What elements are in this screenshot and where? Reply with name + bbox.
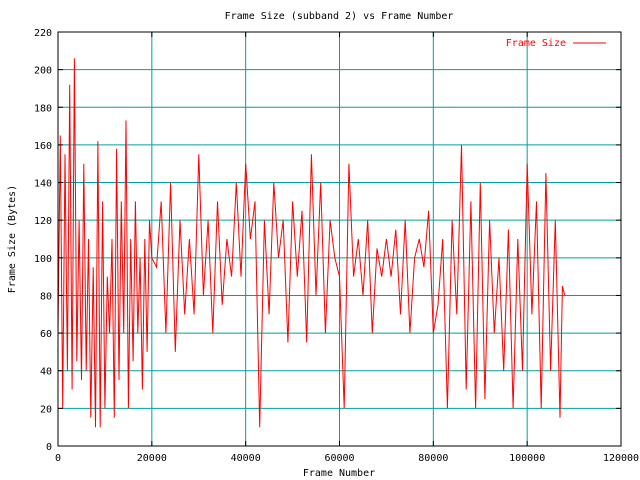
y-tick-label: 40 — [40, 367, 52, 378]
x-tick-label: 100000 — [509, 453, 545, 464]
series-lines — [57, 58, 566, 428]
y-tick-label: 140 — [34, 179, 52, 190]
y-tick-label: 160 — [34, 141, 52, 152]
legend: Frame Size — [506, 38, 606, 49]
x-tick-label: 80000 — [418, 453, 448, 464]
y-axis-ticks: 0 20 40 60 80 100 120 140 160 180 200 220 — [34, 28, 621, 453]
y-tick-label: 120 — [34, 216, 52, 227]
x-tick-label: 40000 — [231, 453, 261, 464]
x-tick-label: 20000 — [137, 453, 167, 464]
y-tick-label: 220 — [34, 28, 52, 39]
series-line-frame-size — [57, 58, 566, 428]
x-axis-ticks: 0 20000 40000 60000 80000 100000 120000 — [55, 32, 639, 464]
x-axis-label: Frame Number — [303, 468, 375, 479]
y-tick-label: 180 — [34, 103, 52, 114]
y-tick-label: 200 — [34, 66, 52, 77]
y-tick-label: 100 — [34, 254, 52, 265]
x-tick-label: 0 — [55, 453, 61, 464]
y-tick-label: 80 — [40, 291, 52, 302]
y-tick-label: 20 — [40, 404, 52, 415]
y-axis-label: Frame Size (Bytes) — [7, 185, 18, 293]
y-tick-label: 60 — [40, 329, 52, 340]
legend-label: Frame Size — [506, 38, 566, 49]
grid-lines — [58, 32, 621, 446]
x-tick-label: 60000 — [324, 453, 354, 464]
chart-title: Frame Size (subband 2) vs Frame Number — [225, 11, 454, 22]
y-tick-label: 0 — [46, 442, 52, 453]
x-tick-label: 120000 — [603, 453, 639, 464]
